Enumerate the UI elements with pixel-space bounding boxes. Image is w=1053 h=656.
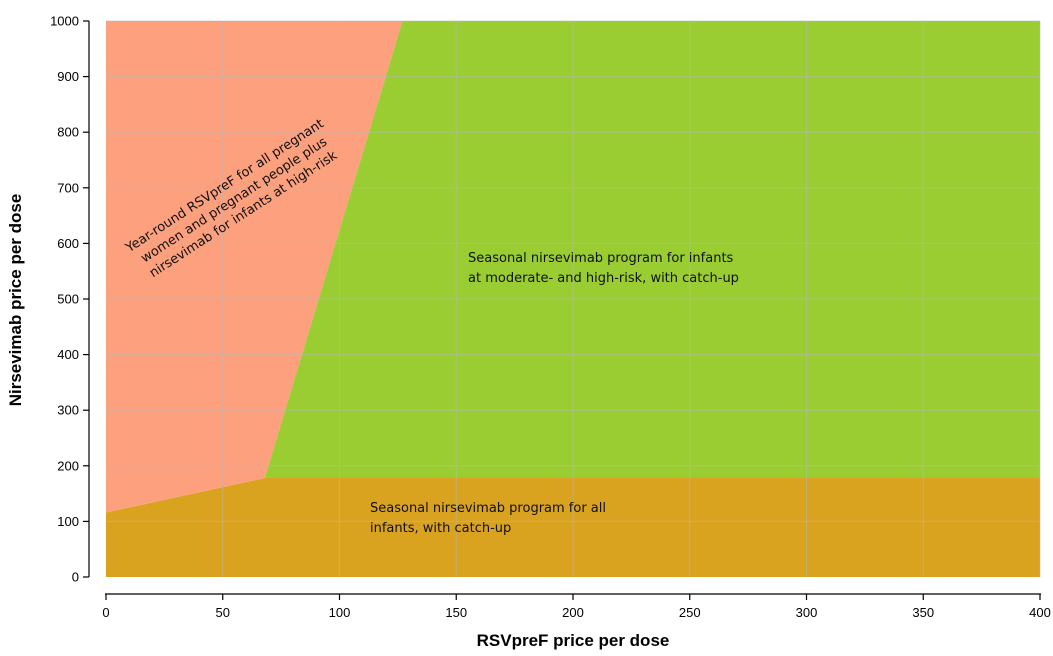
x-tick-label: 400 xyxy=(1029,605,1051,620)
y-tick-label: 900 xyxy=(57,69,79,84)
x-tick-label: 350 xyxy=(912,605,934,620)
x-tick-label: 100 xyxy=(329,605,351,620)
region-label-line: Seasonal nirsevimab program for infants xyxy=(468,251,734,266)
y-tick-label: 500 xyxy=(57,292,79,307)
region-label-2: Seasonal nirsevimab program for infants a… xyxy=(468,251,739,286)
x-axis-title: RSVpreF price per dose xyxy=(477,631,670,650)
y-tick-label: 200 xyxy=(57,458,79,473)
region-label-line: infants, with catch-up xyxy=(370,521,511,536)
y-tick-label: 0 xyxy=(72,570,79,585)
y-tick-label: 600 xyxy=(57,236,79,251)
y-tick-label: 100 xyxy=(57,514,79,529)
y-tick-label: 800 xyxy=(57,125,79,140)
y-tick-label: 300 xyxy=(57,403,79,418)
y-tick-label: 400 xyxy=(57,347,79,362)
region-1 xyxy=(106,21,403,513)
region-2 xyxy=(264,21,1040,478)
region-label-line: at moderate- and high-risk, with catch-u… xyxy=(468,271,739,286)
y-tick-label: 1000 xyxy=(50,14,79,29)
y-axis-title: Nirsevimab price per dose xyxy=(6,194,25,407)
x-tick-label: 200 xyxy=(562,605,584,620)
x-tick-label: 150 xyxy=(445,605,467,620)
region-label-0: Seasonal nirsevimab program for all infan… xyxy=(370,501,606,536)
region-label-line: Seasonal nirsevimab program for all xyxy=(370,501,606,516)
ticks: 0 50 100 150 200 250 300 350 400 0 100 200 300 400 500… xyxy=(50,14,1051,621)
x-tick-label: 50 xyxy=(216,605,230,620)
y-tick-label: 700 xyxy=(57,180,79,195)
x-tick-label: 300 xyxy=(796,605,818,620)
x-tick-label: 250 xyxy=(679,605,701,620)
x-tick-label: 0 xyxy=(102,605,109,620)
gridlines xyxy=(106,20,1041,577)
